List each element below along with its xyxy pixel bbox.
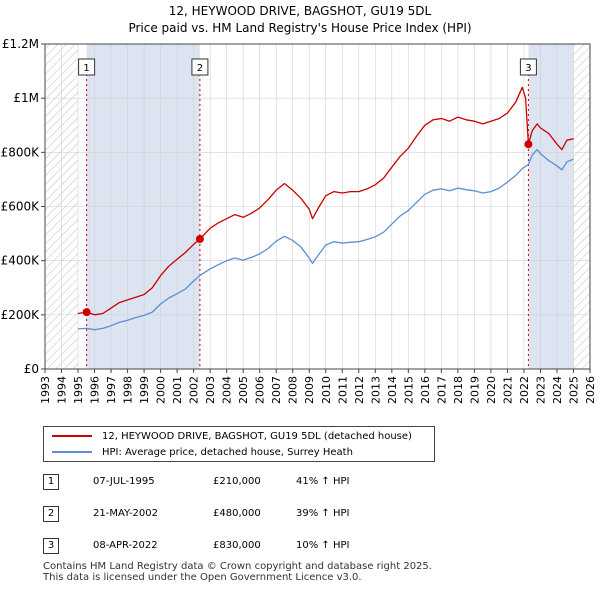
sale-point-marker (195, 235, 204, 243)
marker-label-text: 3 (525, 63, 531, 74)
y-tick-label: £600K (1, 200, 41, 214)
y-tick-label: £0 (24, 362, 39, 376)
x-tick-label: 2009 (303, 376, 316, 404)
x-tick-label: 1999 (138, 376, 151, 404)
legend-hpi-label: HPI: Average price, detached house, Surr… (102, 446, 353, 458)
x-tick-label: 2017 (435, 376, 448, 404)
x-tick-label: 2026 (584, 376, 597, 404)
x-tick-label: 1996 (89, 376, 102, 404)
x-tick-label: 2005 (237, 376, 250, 404)
legend-item-hpi: HPI: Average price, detached house, Surr… (44, 444, 353, 460)
x-tick-label: 1998 (122, 376, 135, 404)
footer: Contains HM Land Registry data © Crown c… (43, 561, 432, 583)
x-tick-label: 2014 (386, 376, 399, 404)
x-tick-label: 2019 (468, 376, 481, 404)
transaction-number: 3 (43, 538, 59, 554)
legend-item-property: 12, HEYWOOD DRIVE, BAGSHOT, GU19 5DL (de… (44, 428, 412, 444)
chart-title: 12, HEYWOOD DRIVE, BAGSHOT, GU19 5DL (168, 4, 432, 18)
table-row: 3 08-APR-2022 £830,000 10% ↑ HPI (43, 538, 463, 556)
price-chart: 1 2 3 £0 £200K £400K £600K £800K £1M £1.2M 1993 199… (1, 37, 597, 404)
y-tick-label: £1M (13, 91, 39, 105)
x-tick-label: 1997 (105, 376, 118, 404)
x-tick-label: 2008 (287, 376, 300, 404)
x-tick-label: 2007 (270, 376, 283, 404)
transaction-price: £830,000 (213, 540, 261, 551)
x-tick-label: 2024 (551, 376, 564, 404)
legend-property-label: 12, HEYWOOD DRIVE, BAGSHOT, GU19 5DL (de… (102, 430, 412, 442)
transaction-date: 21-MAY-2002 (93, 508, 159, 519)
transaction-price: £210,000 (213, 476, 261, 487)
y-tick-label: £200K (1, 308, 41, 322)
x-tick-label: 2002 (188, 376, 201, 404)
hpi-line (77, 148, 574, 331)
y-tick-label: £400K (1, 254, 41, 268)
x-tick-label: 2021 (501, 376, 514, 404)
x-tick-label: 2011 (336, 376, 349, 404)
chart-subtitle: Price paid vs. HM Land Registry's House … (128, 21, 472, 35)
table-row: 1 07-JUL-1995 £210,000 41% ↑ HPI (43, 474, 463, 492)
marker-label-box (78, 58, 96, 76)
legend-property-swatch (52, 435, 92, 437)
transaction-price: £480,000 (213, 508, 261, 519)
x-tick-label: 1995 (72, 376, 85, 404)
transaction-number: 2 (43, 506, 59, 522)
x-tick-label: 2010 (320, 376, 333, 404)
transaction-hpi-change: 10% ↑ HPI (296, 540, 350, 551)
footer-copyright: Contains HM Land Registry data © Crown c… (43, 561, 432, 572)
sale-point-marker (524, 140, 533, 149)
x-tick-label: 2004 (221, 376, 234, 404)
chart-legend: 12, HEYWOOD DRIVE, BAGSHOT, GU19 5DL (de… (43, 426, 435, 462)
marker-label-box (519, 58, 537, 76)
x-tick-label: 1994 (56, 376, 69, 404)
marker-label-text: 1 (83, 63, 89, 74)
x-tick-label: 2013 (369, 376, 382, 404)
x-tick-label: 2001 (171, 376, 184, 404)
transaction-hpi-change: 39% ↑ HPI (296, 508, 350, 519)
table-row: 2 21-MAY-2002 £480,000 39% ↑ HPI (43, 506, 463, 524)
footer-licence: This data is licensed under the Open Gov… (43, 572, 362, 583)
x-tick-label: 2020 (485, 376, 498, 404)
x-tick-label: 2006 (254, 376, 267, 404)
legend-hpi-swatch (52, 451, 92, 453)
x-tick-label: 2000 (155, 376, 168, 404)
y-tick-label: £1.2M (2, 37, 39, 51)
marker-label-box (191, 58, 209, 76)
y-tick-label: £800K (1, 145, 41, 159)
property-price-line (77, 86, 574, 316)
transaction-number: 1 (43, 474, 59, 490)
x-tick-label: 1993 (39, 376, 52, 404)
transaction-date: 07-JUL-1995 (93, 476, 155, 487)
x-tick-label: 2003 (204, 376, 217, 404)
x-tick-label: 2023 (534, 376, 547, 404)
x-tick-label: 2015 (402, 376, 415, 404)
x-tick-label: 2016 (419, 376, 432, 404)
marker-label-text: 2 (197, 63, 203, 74)
x-tick-label: 2018 (452, 376, 465, 404)
x-tick-label: 2025 (567, 376, 580, 404)
transaction-date: 08-APR-2022 (93, 540, 158, 551)
sale-point-marker (82, 308, 91, 317)
transaction-hpi-change: 41% ↑ HPI (296, 476, 350, 487)
x-tick-label: 2012 (353, 376, 366, 404)
x-tick-label: 2022 (518, 376, 531, 404)
